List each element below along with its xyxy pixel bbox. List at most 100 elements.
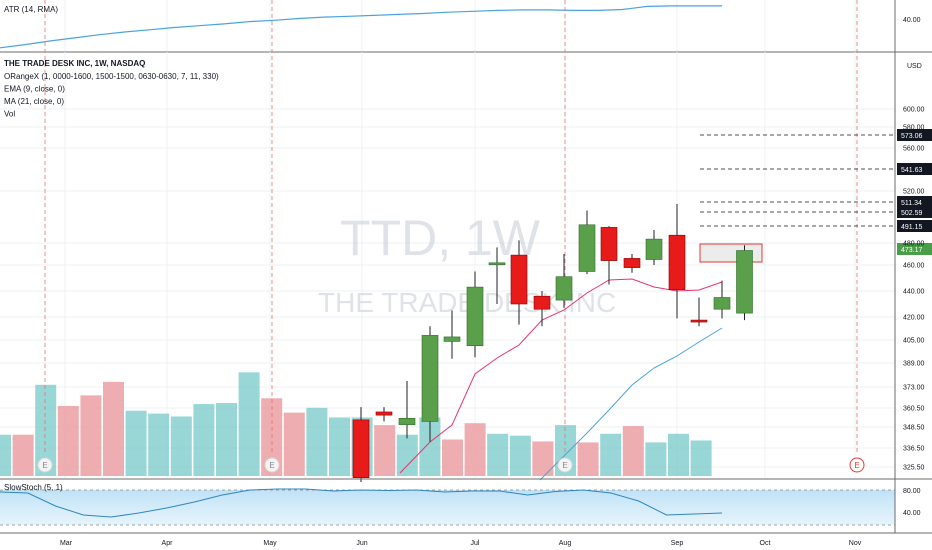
time-tick: Aug	[559, 540, 572, 547]
indicator-label: Vol	[4, 110, 15, 119]
volume-bar	[600, 433, 622, 476]
volume-bar	[668, 433, 689, 476]
stoch-pane: SlowStoch (5, 1) 80.00 40.00	[0, 483, 921, 526]
price-tick: 560.00	[903, 146, 925, 153]
candle-body	[510, 254, 528, 305]
price-axis[interactable]: 600.00 580.00 560.00 520.00 480.00 460.00 440.…	[903, 107, 925, 472]
volume-bar	[396, 434, 418, 476]
price-tick: 520.00	[903, 189, 925, 196]
candle-body	[533, 295, 551, 310]
price-tick: 325.50	[903, 465, 925, 472]
time-tick: Jul	[471, 540, 480, 547]
indicator-label: EMA (9, close, 0)	[4, 85, 65, 94]
stoch-line	[0, 488, 723, 518]
candle-body	[443, 336, 461, 342]
price-tick: 580.00	[903, 125, 925, 132]
time-tick: Apr	[162, 540, 174, 547]
candles	[352, 204, 753, 482]
time-tick: Sep	[671, 540, 684, 547]
atr-line	[0, 5, 722, 49]
time-tick: Nov	[849, 540, 862, 547]
candle-body	[375, 411, 393, 416]
price-tick: 420.00	[903, 315, 925, 322]
candle-body	[488, 262, 506, 266]
earnings-lines	[44, 0, 858, 455]
indicator-label: MA (21, close, 0)	[4, 97, 64, 106]
ma-line	[539, 327, 723, 481]
stoch-tick: 80.00	[903, 488, 921, 495]
atr-pane: ATR (14, RMA) 40.00	[0, 0, 921, 52]
price-tag-label: 491.15	[901, 224, 923, 231]
price-tag-label: 511.34	[901, 200, 922, 207]
time-tick: Oct	[760, 540, 771, 547]
price-tick: 389.00	[903, 361, 925, 368]
indicator-label: ORangeX (1, 0000-1600, 1500-1500, 0630-0…	[4, 72, 219, 81]
volume-bar	[442, 439, 463, 476]
earnings-marker-icon	[557, 457, 573, 473]
price-tag	[897, 220, 932, 232]
stoch-label: SlowStoch (5, 1)	[4, 483, 63, 492]
candle-body	[578, 224, 596, 272]
price-tag-label: 502.59	[901, 210, 923, 217]
candle-body	[623, 258, 641, 268]
volume-bar	[170, 416, 192, 476]
earnings-marker-icon	[37, 457, 53, 473]
volume-bar	[419, 417, 441, 476]
price-tick: 480.00	[903, 241, 925, 248]
volume-bar	[57, 405, 79, 476]
volume-bar	[238, 372, 260, 476]
currency-label: USD	[907, 63, 922, 70]
price-tag	[897, 196, 932, 208]
price-tag-label: 541.63	[901, 167, 923, 174]
earnings-marker-label: E	[854, 461, 859, 470]
volume-bar	[80, 395, 102, 476]
candle-body	[398, 417, 416, 425]
price-tag	[897, 129, 932, 141]
volume-bar	[622, 426, 644, 476]
price-tick: 348.50	[903, 425, 925, 432]
candle-body	[690, 319, 708, 323]
volume-bar	[0, 434, 11, 476]
earnings-marker-icon	[264, 457, 280, 473]
volume-bar	[464, 423, 486, 476]
volume-bar	[577, 442, 599, 476]
time-tick: Mar	[60, 540, 73, 547]
volume-bar	[148, 413, 170, 476]
candle-body	[645, 238, 663, 260]
price-tick: 460.00	[903, 263, 925, 270]
volume-bar	[35, 384, 57, 476]
price-tick: 405.00	[903, 338, 925, 345]
price-tag-label: 573.06	[901, 133, 923, 140]
volume-bar	[690, 440, 712, 476]
price-tag	[897, 163, 932, 175]
candle-body	[555, 276, 573, 301]
candle-body	[713, 297, 731, 310]
watermark-symbol: TTD, 1W	[340, 210, 541, 266]
price-tag-label: 473.17	[901, 247, 923, 254]
earnings-marker-icon	[849, 457, 865, 473]
chart-header: THE TRADE DESK INC, 1W, NASDAQ ORangeX (1…	[4, 59, 219, 119]
atr-tick: 40.00	[903, 17, 921, 24]
candle-body	[736, 250, 753, 314]
candle-body	[600, 227, 618, 261]
volume-bar	[216, 403, 237, 476]
price-tag	[897, 243, 932, 255]
earnings-marker-label: E	[42, 461, 47, 470]
volume-bar	[329, 417, 350, 476]
candle-body	[466, 286, 484, 347]
price-tag	[897, 206, 932, 218]
atr-grid	[64, 0, 856, 52]
level-lines: 573.06 541.63 511.34 502.59 491.15 473.17	[700, 129, 932, 255]
candle-body	[421, 335, 439, 422]
time-axis[interactable]: Mar Apr May Jun Jul Aug Sep Oct Nov	[60, 540, 862, 547]
volume-bar	[12, 434, 34, 476]
atr-label: ATR (14, RMA)	[4, 5, 58, 14]
volume-bar	[645, 442, 667, 476]
volume-bar	[103, 381, 124, 476]
volume-bar	[125, 410, 147, 476]
stoch-band	[0, 490, 895, 525]
earnings-marker-label: E	[562, 461, 567, 470]
volume-bar	[374, 425, 396, 476]
